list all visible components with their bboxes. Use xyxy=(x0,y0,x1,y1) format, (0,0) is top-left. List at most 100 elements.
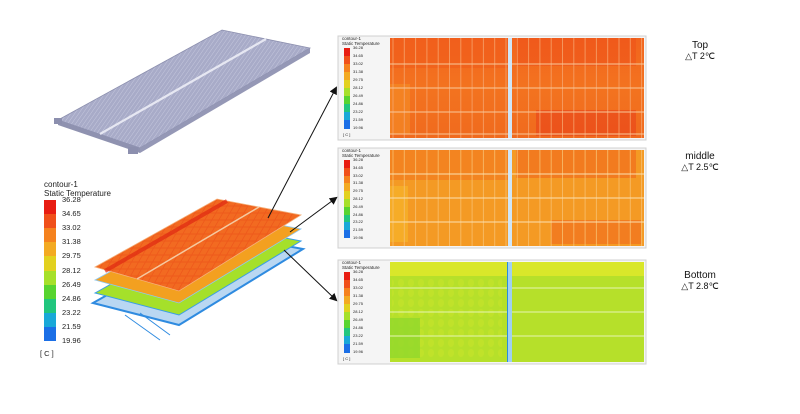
mini-unit-1: [ C ] xyxy=(343,132,351,137)
legend-color-swatch xyxy=(344,88,350,97)
panel-label-middle: middle △T 2.5℃ xyxy=(660,151,740,173)
legend-color-swatch xyxy=(344,206,350,216)
legend-tick-label: 21.59 xyxy=(353,117,364,122)
legend-tick-label: 23.22 xyxy=(353,333,364,338)
legend-tick-label: 24.86 xyxy=(62,293,81,303)
legend-tick-label: 31.38 xyxy=(353,293,364,298)
legend-title-line1: contour-1 xyxy=(44,180,78,189)
legend-tick-label: 21.59 xyxy=(353,227,364,233)
legend-color-swatch xyxy=(344,336,350,345)
legend-color-swatch xyxy=(44,284,56,300)
arrow-to-middle-panel xyxy=(289,196,338,233)
stacked-contour-model xyxy=(90,198,306,341)
legend-color-swatch xyxy=(344,288,350,297)
legend-tick-label: 31.38 xyxy=(353,180,364,186)
legend-tick-label: 24.86 xyxy=(353,101,364,106)
legend-tick-label: 28.12 xyxy=(353,196,364,201)
legend-title: contour-1 Static Temperature xyxy=(44,180,111,198)
legend-tick-label: 34.65 xyxy=(353,164,364,170)
legend-tick-label: 31.38 xyxy=(62,237,81,247)
contour-panel-middle xyxy=(336,146,648,250)
legend-color-swatch xyxy=(44,228,56,243)
legend-tick-label: 29.75 xyxy=(353,301,364,306)
panel-title-top: Top xyxy=(691,40,709,51)
mini-legend-middle: contour-1 Static Temperature 36.28 34.65 3… xyxy=(340,148,388,248)
mini-colorbar-3 xyxy=(344,272,350,353)
legend-color-swatch xyxy=(344,222,350,231)
legend-color-swatch xyxy=(344,328,350,337)
legend-color-swatch xyxy=(344,120,350,129)
legend-tick-label: 19.96 xyxy=(62,336,81,345)
legend-tick-label: 33.02 xyxy=(353,285,364,290)
legend-tick-label: 21.59 xyxy=(62,321,81,331)
legend-tick-label: 33.02 xyxy=(353,61,364,66)
legend-tick-label: 21.59 xyxy=(353,341,364,346)
contour-panel-bottom xyxy=(336,258,648,366)
legend-tick-label: 33.02 xyxy=(62,223,81,233)
legend-ticks: 36.28 34.65 33.02 31.38 29.75 28.12 26.49 24.86… xyxy=(62,195,102,345)
legend-tick-label: 29.75 xyxy=(62,251,81,261)
legend-tick-label: 31.38 xyxy=(353,69,364,74)
legend-color-swatch xyxy=(344,64,350,73)
legend-color-swatch xyxy=(344,48,350,57)
legend-tick-label: 23.22 xyxy=(62,307,81,317)
legend-tick-label: 26.49 xyxy=(353,317,364,322)
legend-color-swatch xyxy=(344,280,350,289)
legend-color-swatch xyxy=(44,242,56,257)
legend-color-swatch xyxy=(44,256,56,271)
arrow-to-bottom-panel xyxy=(283,249,338,302)
legend-color-swatch xyxy=(344,230,350,239)
mini-legend-title-1: contour-1 Static Temperature xyxy=(342,36,380,46)
contour-panel-top xyxy=(336,34,648,142)
legend-color-swatch xyxy=(344,296,350,305)
legend-color-swatch xyxy=(344,183,350,192)
legend-color-swatch xyxy=(344,191,350,200)
legend-tick-label: 26.49 xyxy=(62,279,81,289)
legend-color-swatch xyxy=(344,312,350,321)
legend-tick-label: 28.12 xyxy=(353,309,364,314)
legend-color-swatch xyxy=(344,80,350,89)
mini-ticks-1: 36.28 34.65 33.02 31.38 29.75 28.12 26.49 24.86… xyxy=(353,45,383,130)
legend-color-swatch xyxy=(344,160,350,169)
legend-color-swatch xyxy=(344,304,350,313)
legend-color-swatch xyxy=(44,326,56,342)
mini-colorbar-1 xyxy=(344,48,350,129)
legend-tick-label: 28.12 xyxy=(62,265,81,275)
legend-tick-label: 24.86 xyxy=(353,211,364,217)
legend-color-swatch xyxy=(344,199,350,208)
legend-tick-label: 19.96 xyxy=(353,349,364,354)
panel-label-bottom: Bottom △T 2.8℃ xyxy=(660,270,740,292)
legend-tick-label: 24.86 xyxy=(353,325,364,330)
legend-tick-label: 28.12 xyxy=(353,85,364,90)
legend-color-swatch xyxy=(344,320,350,329)
legend-color-swatch xyxy=(44,200,56,215)
legend-tick-label: 29.75 xyxy=(353,77,364,82)
legend-tick-label: 34.65 xyxy=(353,53,364,58)
legend-tick-label: 36.28 xyxy=(353,157,364,162)
legend-color-swatch xyxy=(44,312,56,328)
cold-plate-model xyxy=(54,29,312,154)
legend-color-swatch xyxy=(344,344,350,353)
panel-label-top: Top △T 2℃ xyxy=(660,40,740,62)
legend-tick-label: 34.65 xyxy=(353,277,364,282)
mini-legend-top: contour-1 Static Temperature 36.28 34.65 3… xyxy=(340,36,388,140)
panel-delta-middle: △T 2.5℃ xyxy=(681,162,719,172)
legend-tick-label: 26.49 xyxy=(353,203,364,209)
legend-color-swatch xyxy=(344,272,350,281)
legend-tick-label: 19.96 xyxy=(353,125,364,130)
mini-legend-title-3: contour-1 Static Temperature xyxy=(342,260,380,270)
legend-color-swatch xyxy=(344,175,350,184)
legend-color-swatch xyxy=(344,104,350,113)
legend-color-swatch xyxy=(344,167,350,177)
legend-colorbar xyxy=(44,200,56,342)
legend-tick-label: 19.96 xyxy=(353,235,364,240)
mini-colorbar-2 xyxy=(344,160,350,239)
legend-tick-label: 23.22 xyxy=(353,109,364,114)
legend-tick-label: 36.28 xyxy=(62,195,81,204)
legend-color-swatch xyxy=(44,270,56,286)
legend-tick-label: 34.65 xyxy=(62,209,81,219)
legend-tick-label: 23.22 xyxy=(353,219,364,225)
legend-tick-label: 26.49 xyxy=(353,93,364,98)
legend-tick-label: 36.28 xyxy=(353,45,364,50)
